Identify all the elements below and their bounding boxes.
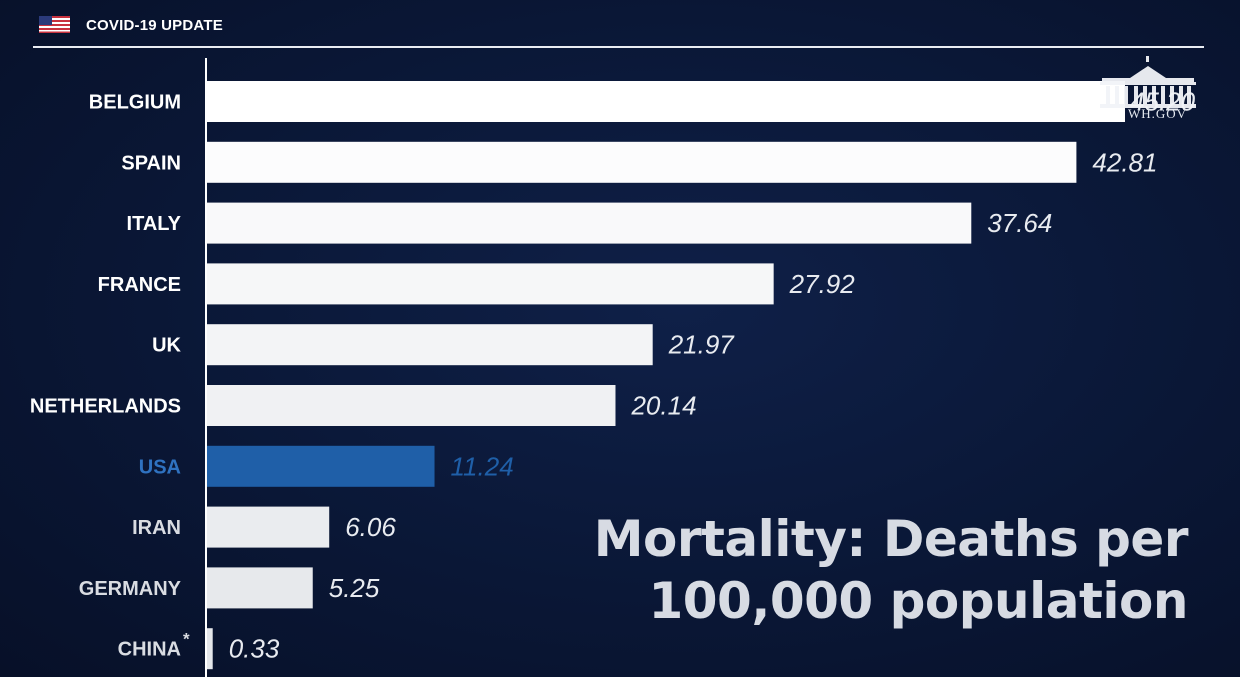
category-label-china: CHINA (118, 639, 181, 661)
chart-title-line-1: Mortality: Deaths per (593, 510, 1189, 568)
bar-netherlands (206, 385, 616, 426)
header-divider (33, 46, 1204, 48)
us-flag-icon (39, 16, 70, 33)
category-label-netherlands: NETHERLANDS (30, 396, 181, 418)
bar-belgium (206, 81, 1125, 122)
category-label-spain: SPAIN (121, 152, 181, 174)
category-label-uk: UK (152, 335, 181, 357)
bar-china (206, 628, 213, 670)
value-label-spain: 42.81 (1092, 147, 1157, 177)
value-label-china: 0.33 (229, 634, 280, 664)
white-house-icon (1100, 56, 1196, 108)
category-label-germany: GERMANY (79, 578, 182, 600)
bar-uk (206, 324, 653, 366)
value-label-france: 27.92 (789, 269, 856, 299)
bars-layer: BELGIUM45.20SPAIN42.81ITALY37.64FRANCE27… (30, 81, 1196, 670)
bar-iran (206, 506, 330, 548)
value-label-uk: 21.97 (668, 330, 736, 360)
chart-title: Mortality: Deaths per 100,000 population (593, 508, 1189, 632)
value-label-iran: 6.06 (345, 512, 396, 542)
category-label-iran: IRAN (132, 517, 181, 539)
bar-italy (206, 202, 972, 244)
bar-spain (206, 141, 1077, 183)
annotation-china: * (183, 630, 190, 649)
value-label-italy: 37.64 (987, 208, 1052, 238)
category-label-france: FRANCE (98, 274, 181, 296)
category-label-belgium: BELGIUM (89, 92, 181, 114)
category-label-usa: USA (139, 456, 181, 478)
header-bar: COVID-19 UPDATE (0, 0, 1240, 48)
bar-usa (206, 445, 435, 487)
header-title: COVID-19 UPDATE (86, 17, 223, 34)
value-label-netherlands: 20.14 (630, 391, 696, 421)
watermark-text: WH.GOV (1128, 106, 1188, 121)
chart-title-line-2: 100,000 population (648, 572, 1188, 630)
value-label-usa: 11.24 (451, 451, 514, 481)
bar-germany (206, 567, 313, 609)
value-label-germany: 5.25 (329, 573, 380, 603)
bar-france (206, 263, 774, 305)
category-label-italy: ITALY (127, 213, 182, 235)
